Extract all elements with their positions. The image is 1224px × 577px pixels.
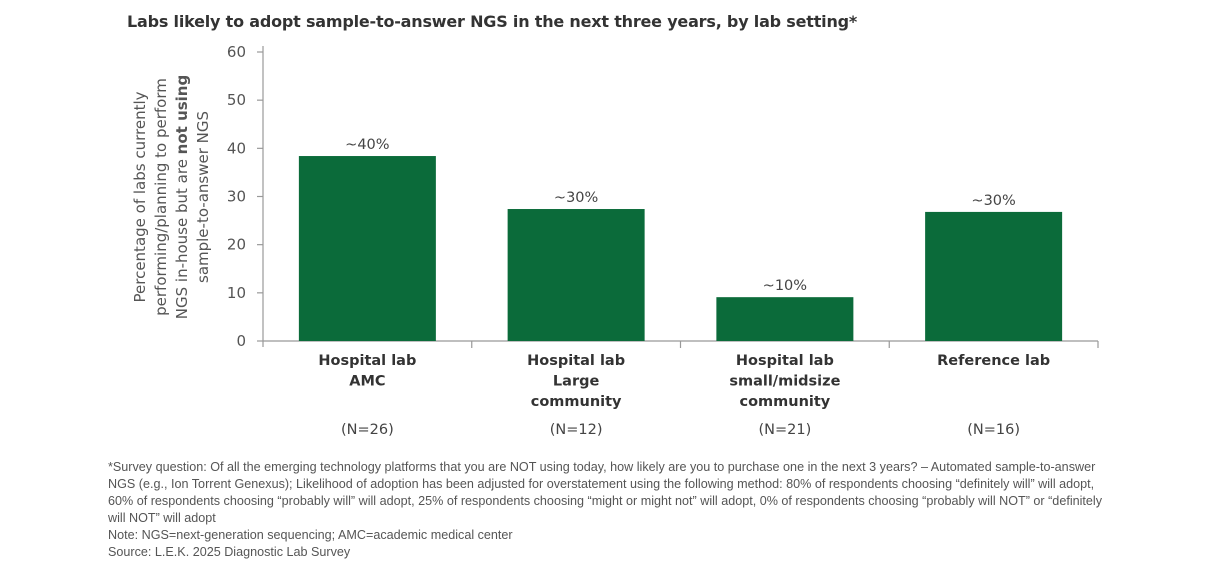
y-axis-label-segment: NGS in-house but are: [173, 154, 191, 319]
sample-size-label: (N=21): [758, 422, 811, 438]
y-axis-label: Percentage of labs currently performing/p…: [131, 75, 212, 319]
x-category-label: Hospital lab Large community: [527, 353, 625, 410]
x-category-label-line: community: [531, 394, 622, 410]
data-label: ~10%: [763, 278, 807, 294]
y-axis-label-line: Percentage of labs currently: [131, 91, 149, 302]
chart-title: Labs likely to adopt sample-to-answer NG…: [127, 12, 858, 31]
y-axis-label-segment: sample-to-answer NGS: [194, 111, 212, 283]
bar: [716, 297, 854, 341]
y-axis-label-line: performing/planning to perform: [152, 78, 170, 316]
y-tick-label: 30: [227, 188, 246, 206]
y-tick-label: 0: [236, 332, 246, 350]
footnotes: *Survey question: Of all the emerging te…: [108, 459, 1108, 561]
bar: [298, 156, 436, 341]
y-axis-label-line: sample-to-answer NGS: [194, 111, 212, 283]
source-footnote: Source: L.E.K. 2025 Diagnostic Lab Surve…: [108, 545, 351, 559]
bar: [925, 211, 1063, 341]
y-tick-label: 20: [227, 236, 246, 254]
y-tick-label: 50: [227, 91, 246, 109]
y-tick-label: 60: [227, 43, 246, 61]
x-category-label: Hospital lab AMC: [318, 353, 416, 390]
y-axis-label-segment: not using: [173, 75, 191, 155]
survey-footnote: *Survey question: Of all the emerging te…: [108, 460, 1103, 525]
bar: [507, 209, 645, 341]
y-axis-label-segment: Percentage of labs currently: [131, 91, 149, 302]
x-category-label: Reference lab: [937, 353, 1050, 369]
sample-size-label: (N=16): [967, 422, 1020, 438]
x-category-label-line: Reference lab: [937, 353, 1050, 369]
note-footnote: Note: NGS=next-generation sequencing; AM…: [108, 528, 513, 542]
x-category-label-line: Hospital lab: [527, 353, 625, 369]
x-category-label-line: community: [739, 394, 830, 410]
y-tick-label: 40: [227, 139, 246, 157]
data-label: ~30%: [554, 190, 598, 206]
x-category-label: Hospital lab small/midsize community: [729, 353, 840, 410]
data-label: ~30%: [971, 193, 1015, 209]
data-label: ~40%: [345, 137, 389, 153]
x-category-label-line: AMC: [349, 374, 385, 390]
x-category-label-line: Large: [553, 374, 600, 390]
x-category-label-line: Hospital lab: [318, 353, 416, 369]
y-tick-label: 10: [227, 284, 246, 302]
y-axis-label-line: NGS in-house but are not using: [173, 75, 191, 319]
x-category-label-line: small/midsize: [729, 374, 840, 390]
sample-size-label: (N=12): [550, 422, 603, 438]
y-axis-label-segment: performing/planning to perform: [152, 78, 170, 316]
sample-size-label: (N=26): [341, 422, 394, 438]
x-category-label-line: Hospital lab: [736, 353, 834, 369]
